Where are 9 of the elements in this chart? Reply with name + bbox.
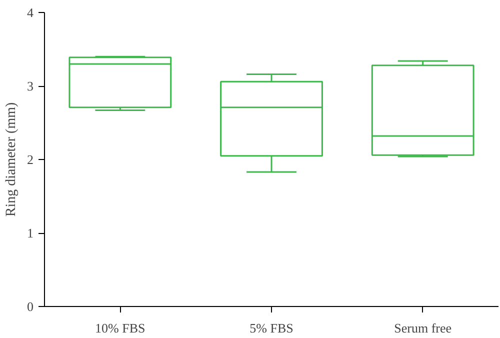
- y-tick-label: 4: [27, 5, 34, 20]
- y-tick-label: 0: [27, 299, 34, 314]
- x-tick-label: 10% FBS: [95, 320, 146, 336]
- y-axis-title: Ring diameter (mm): [4, 102, 19, 217]
- y-tick-label: 3: [27, 78, 34, 94]
- x-tick-label: 5% FBS: [250, 320, 294, 336]
- y-tick-label: 2: [27, 152, 34, 167]
- y-tick-label: 1: [27, 226, 34, 240]
- x-tick-label: Serum free: [394, 320, 452, 336]
